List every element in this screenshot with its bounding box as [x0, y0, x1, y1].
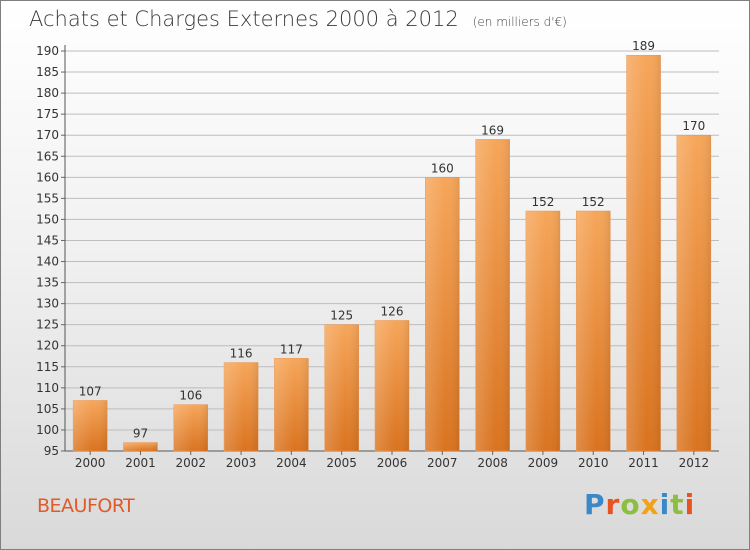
x-tick-label: 2011: [628, 456, 659, 470]
data-label: 126: [381, 304, 404, 318]
logo-letter: r: [605, 488, 621, 521]
y-tick-label: 125: [36, 318, 59, 332]
x-tick-label: 2002: [175, 456, 206, 470]
chart-unit: (en milliers d'€): [472, 15, 567, 29]
y-tick-label: 185: [36, 65, 59, 79]
data-label: 106: [179, 389, 202, 403]
logo-letter: x: [640, 488, 660, 521]
bar-shade: [224, 362, 259, 451]
y-tick-label: 190: [36, 44, 59, 58]
bar-shade: [475, 139, 510, 451]
logo-letter: i: [659, 488, 671, 521]
y-tick-label: 150: [36, 212, 59, 226]
data-label: 152: [531, 195, 554, 209]
y-tick-label: 110: [36, 381, 59, 395]
logo-letter: P: [584, 488, 606, 521]
bar-shade: [525, 211, 560, 451]
x-tick-label: 2001: [125, 456, 156, 470]
bar-shade: [73, 400, 108, 451]
y-tick-label: 120: [36, 339, 59, 353]
y-tick-label: 115: [36, 360, 59, 374]
x-tick-label: 2000: [75, 456, 106, 470]
bar-shade: [626, 55, 661, 452]
y-tick-label: 140: [36, 255, 59, 269]
y-tick-label: 155: [36, 191, 59, 205]
proxiti-logo: Proxiti: [584, 488, 695, 521]
y-tick-label: 105: [36, 402, 59, 416]
data-label: 169: [481, 123, 504, 137]
x-tick-label: 2008: [477, 456, 508, 470]
data-label: 170: [682, 119, 705, 133]
x-tick-label: 2003: [226, 456, 257, 470]
logo-letter: o: [620, 488, 641, 521]
logo-letter: t: [670, 488, 685, 521]
logo-letter: i: [684, 488, 696, 521]
x-tick-label: 2010: [578, 456, 609, 470]
x-tick-label: 2007: [427, 456, 458, 470]
location-label: BEAUFORT: [37, 495, 135, 517]
y-tick-label: 145: [36, 233, 59, 247]
data-label: 116: [230, 347, 253, 361]
data-label: 117: [280, 342, 303, 356]
bar-shade: [375, 320, 409, 451]
y-tick-label: 175: [36, 107, 59, 121]
x-tick-label: 2009: [528, 456, 559, 470]
x-tick-label: 2012: [679, 456, 710, 470]
bar-shade: [173, 404, 208, 451]
y-tick-label: 95: [44, 444, 59, 458]
y-tick-label: 165: [36, 149, 59, 163]
y-tick-label: 130: [36, 297, 59, 311]
x-tick-label: 2006: [377, 456, 408, 470]
chart-title: Achats et Charges Externes 2000 à 2012 (e…: [29, 7, 567, 31]
bar-shade: [425, 177, 460, 451]
data-label: 107: [79, 384, 102, 398]
data-label: 97: [133, 427, 148, 441]
bar-shade: [274, 358, 309, 451]
data-label: 189: [632, 39, 655, 53]
x-tick-label: 2005: [326, 456, 357, 470]
y-tick-label: 170: [36, 128, 59, 142]
chart-title-text: Achats et Charges Externes 2000 à 2012: [29, 7, 459, 31]
data-label: 160: [431, 161, 454, 175]
bar-shade: [123, 442, 158, 451]
bar-shade: [676, 135, 711, 452]
y-tick-label: 180: [36, 86, 59, 100]
x-tick-label: 2004: [276, 456, 307, 470]
bar-shade: [324, 324, 359, 451]
bar-shade: [576, 211, 611, 451]
data-label: 152: [582, 195, 605, 209]
y-tick-label: 160: [36, 170, 59, 184]
data-label: 125: [330, 309, 353, 323]
y-tick-label: 100: [36, 423, 59, 437]
y-tick-label: 135: [36, 276, 59, 290]
